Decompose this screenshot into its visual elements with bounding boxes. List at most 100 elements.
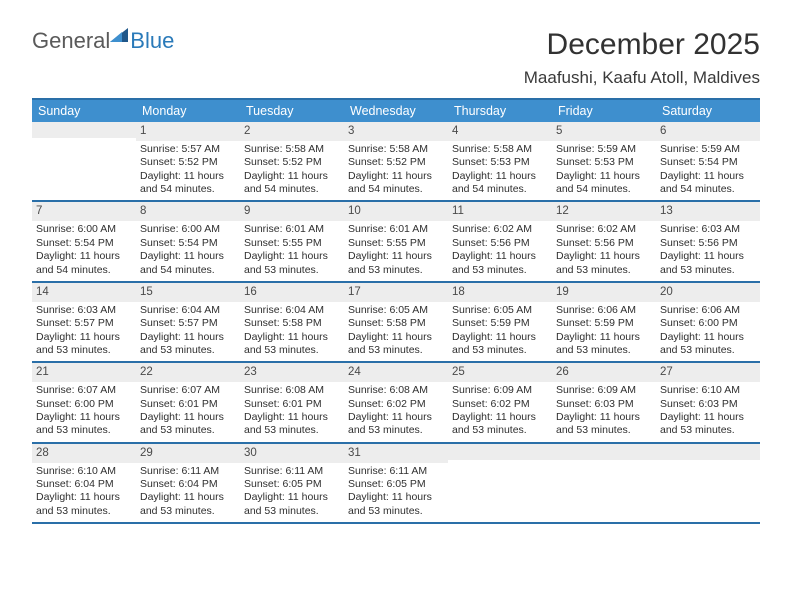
daylight-line: Daylight: 11 hours and 53 minutes. bbox=[140, 491, 236, 518]
sunrise-line: Sunrise: 5:57 AM bbox=[140, 143, 236, 156]
day-cell: 11Sunrise: 6:02 AMSunset: 5:56 PMDayligh… bbox=[448, 202, 552, 280]
day-number: 7 bbox=[32, 202, 136, 221]
sunset-line: Sunset: 6:01 PM bbox=[140, 398, 236, 411]
day-body: Sunrise: 5:59 AMSunset: 5:53 PMDaylight:… bbox=[552, 141, 656, 201]
day-body: Sunrise: 6:11 AMSunset: 6:05 PMDaylight:… bbox=[240, 463, 344, 523]
page-title: December 2025 bbox=[524, 28, 760, 62]
sunrise-line: Sunrise: 5:58 AM bbox=[348, 143, 444, 156]
sunset-line: Sunset: 6:03 PM bbox=[556, 398, 652, 411]
daylight-line: Daylight: 11 hours and 54 minutes. bbox=[244, 170, 340, 197]
day-cell bbox=[448, 444, 552, 522]
week-row: 21Sunrise: 6:07 AMSunset: 6:00 PMDayligh… bbox=[32, 363, 760, 443]
day-body: Sunrise: 6:01 AMSunset: 5:55 PMDaylight:… bbox=[240, 221, 344, 281]
day-number: 5 bbox=[552, 122, 656, 141]
day-number: 22 bbox=[136, 363, 240, 382]
sunset-line: Sunset: 5:53 PM bbox=[556, 156, 652, 169]
sunrise-line: Sunrise: 6:03 AM bbox=[660, 223, 756, 236]
day-of-week-header: SundayMondayTuesdayWednesdayThursdayFrid… bbox=[32, 100, 760, 122]
daylight-line: Daylight: 11 hours and 53 minutes. bbox=[556, 411, 652, 438]
day-cell: 31Sunrise: 6:11 AMSunset: 6:05 PMDayligh… bbox=[344, 444, 448, 522]
day-number: 26 bbox=[552, 363, 656, 382]
sunset-line: Sunset: 6:00 PM bbox=[36, 398, 132, 411]
day-body: Sunrise: 6:01 AMSunset: 5:55 PMDaylight:… bbox=[344, 221, 448, 281]
sunrise-line: Sunrise: 6:09 AM bbox=[452, 384, 548, 397]
day-number: 15 bbox=[136, 283, 240, 302]
day-body: Sunrise: 6:06 AMSunset: 6:00 PMDaylight:… bbox=[656, 302, 760, 362]
day-number: 31 bbox=[344, 444, 448, 463]
day-number: 16 bbox=[240, 283, 344, 302]
day-cell: 30Sunrise: 6:11 AMSunset: 6:05 PMDayligh… bbox=[240, 444, 344, 522]
sunrise-line: Sunrise: 6:02 AM bbox=[452, 223, 548, 236]
day-body: Sunrise: 5:58 AMSunset: 5:53 PMDaylight:… bbox=[448, 141, 552, 201]
header: General Blue December 2025 Maafushi, Kaa… bbox=[0, 0, 792, 88]
sunset-line: Sunset: 5:59 PM bbox=[556, 317, 652, 330]
sunset-line: Sunset: 5:57 PM bbox=[36, 317, 132, 330]
day-cell: 23Sunrise: 6:08 AMSunset: 6:01 PMDayligh… bbox=[240, 363, 344, 441]
day-cell: 20Sunrise: 6:06 AMSunset: 6:00 PMDayligh… bbox=[656, 283, 760, 361]
sunrise-line: Sunrise: 6:03 AM bbox=[36, 304, 132, 317]
daylight-line: Daylight: 11 hours and 53 minutes. bbox=[348, 491, 444, 518]
daylight-line: Daylight: 11 hours and 53 minutes. bbox=[244, 491, 340, 518]
logo-text-general: General bbox=[32, 28, 110, 54]
daylight-line: Daylight: 11 hours and 53 minutes. bbox=[660, 411, 756, 438]
dow-cell: Tuesday bbox=[240, 100, 344, 122]
sunset-line: Sunset: 5:59 PM bbox=[452, 317, 548, 330]
daylight-line: Daylight: 11 hours and 53 minutes. bbox=[452, 250, 548, 277]
day-number bbox=[656, 444, 760, 460]
sunset-line: Sunset: 6:03 PM bbox=[660, 398, 756, 411]
day-body: Sunrise: 6:00 AMSunset: 5:54 PMDaylight:… bbox=[32, 221, 136, 281]
day-cell: 9Sunrise: 6:01 AMSunset: 5:55 PMDaylight… bbox=[240, 202, 344, 280]
daylight-line: Daylight: 11 hours and 54 minutes. bbox=[452, 170, 548, 197]
day-cell bbox=[656, 444, 760, 522]
sunrise-line: Sunrise: 6:01 AM bbox=[348, 223, 444, 236]
day-number: 2 bbox=[240, 122, 344, 141]
day-number: 14 bbox=[32, 283, 136, 302]
day-body: Sunrise: 6:07 AMSunset: 6:00 PMDaylight:… bbox=[32, 382, 136, 442]
sunrise-line: Sunrise: 6:04 AM bbox=[244, 304, 340, 317]
sunset-line: Sunset: 5:58 PM bbox=[244, 317, 340, 330]
daylight-line: Daylight: 11 hours and 53 minutes. bbox=[348, 411, 444, 438]
week-row: 14 Sunrise: 6:03 AMSunset: 5:57 PM Dayligh… bbox=[32, 283, 760, 363]
day-cell: 22Sunrise: 6:07 AMSunset: 6:01 PMDayligh… bbox=[136, 363, 240, 441]
sunset-line: Sunset: 6:00 PM bbox=[660, 317, 756, 330]
daylight-line: Daylight: 11 hours and 53 minutes. bbox=[244, 411, 340, 438]
calendar: SundayMondayTuesdayWednesdayThursdayFrid… bbox=[32, 98, 760, 524]
daylight-line: Daylight: 11 hours and 53 minutes. bbox=[556, 331, 652, 358]
day-number: 29 bbox=[136, 444, 240, 463]
sunrise-line: Sunrise: 6:11 AM bbox=[244, 465, 340, 478]
sunset-line: Sunset: 5:52 PM bbox=[348, 156, 444, 169]
day-number: 10 bbox=[344, 202, 448, 221]
day-cell: 18Sunrise: 6:05 AMSunset: 5:59 PMDayligh… bbox=[448, 283, 552, 361]
daylight-line: Daylight: 11 hours and 53 minutes. bbox=[140, 331, 236, 358]
day-body: Sunrise: 5:57 AMSunset: 5:52 PMDaylight:… bbox=[136, 141, 240, 201]
day-body: Sunrise: 6:04 AMSunset: 5:57 PMDaylight:… bbox=[136, 302, 240, 362]
day-cell: 26Sunrise: 6:09 AMSunset: 6:03 PMDayligh… bbox=[552, 363, 656, 441]
day-cell bbox=[32, 122, 136, 200]
day-body: Sunrise: 6:04 AMSunset: 5:58 PMDaylight:… bbox=[240, 302, 344, 362]
daylight-line: Daylight: 11 hours and 54 minutes. bbox=[140, 170, 236, 197]
day-body: Sunrise: 6:11 AMSunset: 6:05 PMDaylight:… bbox=[344, 463, 448, 523]
day-number: 4 bbox=[448, 122, 552, 141]
day-number: 24 bbox=[344, 363, 448, 382]
sunrise-line: Sunrise: 5:59 AM bbox=[660, 143, 756, 156]
day-body: Sunrise: 6:09 AMSunset: 6:03 PMDaylight:… bbox=[552, 382, 656, 442]
day-cell: 28Sunrise: 6:10 AMSunset: 6:04 PMDayligh… bbox=[32, 444, 136, 522]
logo-triangle-icon bbox=[110, 28, 128, 42]
sunrise-line: Sunrise: 6:06 AM bbox=[660, 304, 756, 317]
location-subtitle: Maafushi, Kaafu Atoll, Maldives bbox=[524, 68, 760, 88]
sunset-line: Sunset: 5:52 PM bbox=[244, 156, 340, 169]
logo: General Blue bbox=[32, 28, 174, 54]
dow-cell: Wednesday bbox=[344, 100, 448, 122]
daylight-line: Daylight: 11 hours and 54 minutes. bbox=[660, 170, 756, 197]
day-cell: 5Sunrise: 5:59 AMSunset: 5:53 PMDaylight… bbox=[552, 122, 656, 200]
day-number: 21 bbox=[32, 363, 136, 382]
week-row: 1Sunrise: 5:57 AMSunset: 5:52 PMDaylight… bbox=[32, 122, 760, 202]
day-cell: 21Sunrise: 6:07 AMSunset: 6:00 PMDayligh… bbox=[32, 363, 136, 441]
daylight-line: Daylight: 11 hours and 53 minutes. bbox=[140, 411, 236, 438]
day-cell: 29Sunrise: 6:11 AMSunset: 6:04 PMDayligh… bbox=[136, 444, 240, 522]
day-body: Sunrise: 6:11 AMSunset: 6:04 PMDaylight:… bbox=[136, 463, 240, 523]
daylight-line: Daylight: 11 hours and 54 minutes. bbox=[140, 250, 236, 277]
daylight-line: Daylight: 11 hours and 53 minutes. bbox=[36, 411, 132, 438]
sunrise-line: Sunrise: 6:08 AM bbox=[244, 384, 340, 397]
sunset-line: Sunset: 6:04 PM bbox=[140, 478, 236, 491]
